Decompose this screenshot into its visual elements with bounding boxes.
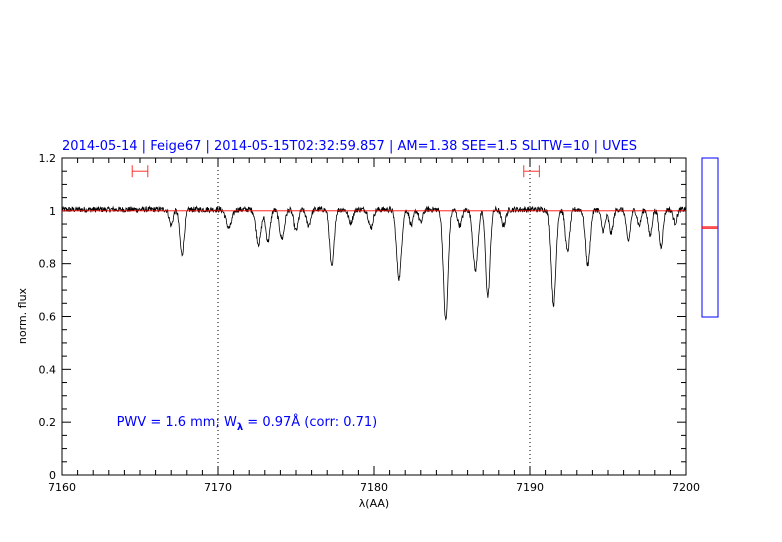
y-tick-label: 1 [49, 205, 56, 218]
pwv-text: PWV = 1.6 mm; W [117, 415, 237, 430]
side-panel-marks [702, 226, 718, 229]
spectrum-series [61, 205, 687, 321]
x-axis-label: λ(AA) [359, 497, 389, 510]
x-tick-label: 7170 [204, 481, 232, 494]
x-tick-label: 7160 [48, 481, 76, 494]
side-panel-frame [701, 157, 719, 318]
y-tick-label: 0.6 [39, 311, 57, 324]
y-tick-label: 0 [49, 469, 56, 482]
axis-tick-labels: 7160 7170 7180 7190 7200 0 0.2 0.4 0.6 0.8 1 1.2 [39, 152, 701, 494]
y-tick-label: 0.8 [39, 258, 57, 271]
y-tick-label: 1.2 [39, 152, 57, 165]
y-axis-label: norm. flux [16, 287, 29, 344]
pwv-value-text: = 0.97Å (corr: 0.71) [243, 414, 377, 430]
chart-title: 2014-05-14 | Feige67 | 2014-05-15T02:32:… [62, 139, 637, 154]
x-tick-label: 7190 [516, 481, 544, 494]
spectrum-line [61, 205, 687, 321]
y-tick-label: 0.4 [39, 363, 57, 376]
error-bar-markers [131, 165, 540, 178]
y-tick-label: 0.2 [39, 416, 57, 429]
pwv-subscript: λ [237, 422, 244, 433]
pwv-annotation: PWV = 1.6 mm; Wλ = 0.97Å (corr: 0.71) [117, 414, 378, 433]
axis-ticks [61, 157, 687, 476]
x-tick-label: 7180 [360, 481, 388, 494]
x-tick-label: 7200 [672, 481, 700, 494]
